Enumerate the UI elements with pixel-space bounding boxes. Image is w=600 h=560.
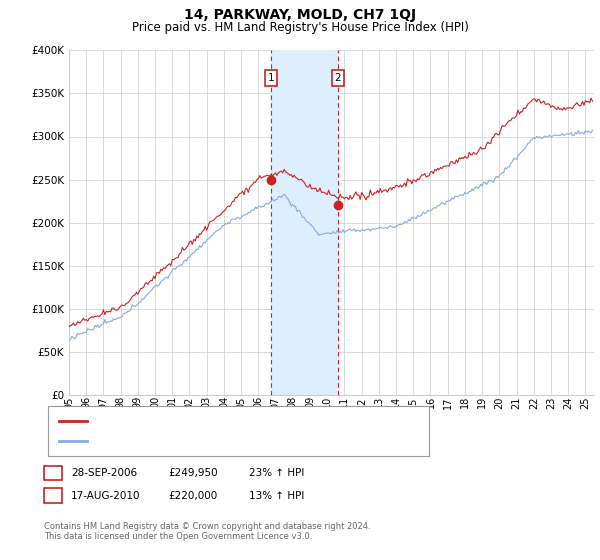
Text: HPI: Average price, detached house, Flintshire: HPI: Average price, detached house, Flin… — [93, 436, 334, 446]
Text: 28-SEP-2006: 28-SEP-2006 — [71, 468, 137, 478]
Text: 2: 2 — [49, 491, 56, 501]
Text: Price paid vs. HM Land Registry's House Price Index (HPI): Price paid vs. HM Land Registry's House … — [131, 21, 469, 34]
Text: 17-AUG-2010: 17-AUG-2010 — [71, 491, 140, 501]
Text: 23% ↑ HPI: 23% ↑ HPI — [249, 468, 304, 478]
Text: 13% ↑ HPI: 13% ↑ HPI — [249, 491, 304, 501]
Text: £249,950: £249,950 — [168, 468, 218, 478]
Text: 14, PARKWAY, MOLD, CH7 1QJ (detached house): 14, PARKWAY, MOLD, CH7 1QJ (detached hou… — [93, 416, 343, 426]
Text: 14, PARKWAY, MOLD, CH7 1QJ: 14, PARKWAY, MOLD, CH7 1QJ — [184, 8, 416, 22]
Text: 1: 1 — [49, 468, 56, 478]
Text: 2: 2 — [335, 73, 341, 83]
Text: £220,000: £220,000 — [168, 491, 217, 501]
Bar — [271, 50, 338, 395]
Text: 1: 1 — [268, 73, 275, 83]
Text: Contains HM Land Registry data © Crown copyright and database right 2024.
This d: Contains HM Land Registry data © Crown c… — [44, 522, 370, 542]
